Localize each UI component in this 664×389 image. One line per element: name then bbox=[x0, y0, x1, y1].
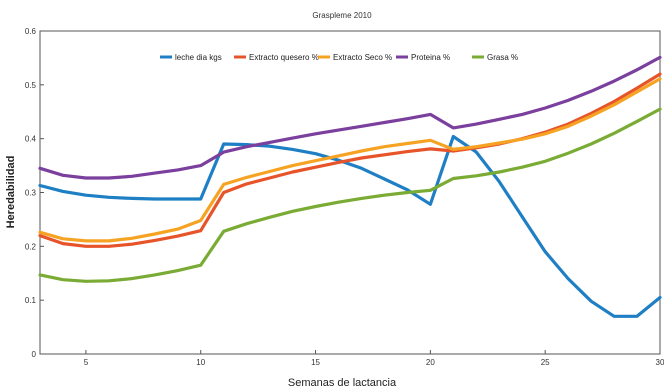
series-line bbox=[38, 72, 662, 248]
legend-label: Extracto Seco % bbox=[333, 53, 392, 62]
chart-title: Graspleme 2010 bbox=[312, 11, 372, 20]
y-tick-label: 0.4 bbox=[25, 135, 37, 144]
y-tick-label: 0 bbox=[32, 350, 37, 359]
x-tick-label: 10 bbox=[196, 358, 205, 367]
axis-ticks: 5 10 15 20 25 30 0 0.1 0.2 0.3 0.4 0.5 0.6 bbox=[25, 27, 664, 367]
y-tick-label: 0.6 bbox=[25, 27, 37, 36]
legend: leche dia kgs Extracto quesero % Extracto … bbox=[160, 53, 518, 62]
plot-frame bbox=[39, 30, 661, 355]
y-tick-label: 0.3 bbox=[25, 189, 37, 198]
legend-label: leche dia kgs bbox=[175, 53, 222, 62]
y-axis-label: Heredabilidad bbox=[5, 156, 17, 229]
series-lines bbox=[38, 55, 662, 318]
series-line bbox=[38, 107, 662, 283]
legend-label: Grasa % bbox=[487, 53, 518, 62]
x-tick-label: 5 bbox=[84, 358, 89, 367]
legend-label: Extracto quesero % bbox=[249, 53, 319, 62]
x-tick-label: 20 bbox=[426, 358, 435, 367]
y-tick-label: 0.5 bbox=[25, 81, 37, 90]
legend-label: Proteina % bbox=[411, 53, 450, 62]
x-axis-label: Semanas de lactancia bbox=[288, 377, 397, 389]
series-line bbox=[38, 55, 662, 180]
x-tick-label: 30 bbox=[656, 358, 664, 367]
y-tick-label: 0.2 bbox=[25, 242, 37, 251]
x-tick-label: 15 bbox=[311, 358, 320, 367]
series-line bbox=[38, 134, 662, 318]
x-tick-label: 25 bbox=[541, 358, 550, 367]
series-line bbox=[38, 77, 662, 243]
y-tick-label: 0.1 bbox=[25, 296, 37, 305]
